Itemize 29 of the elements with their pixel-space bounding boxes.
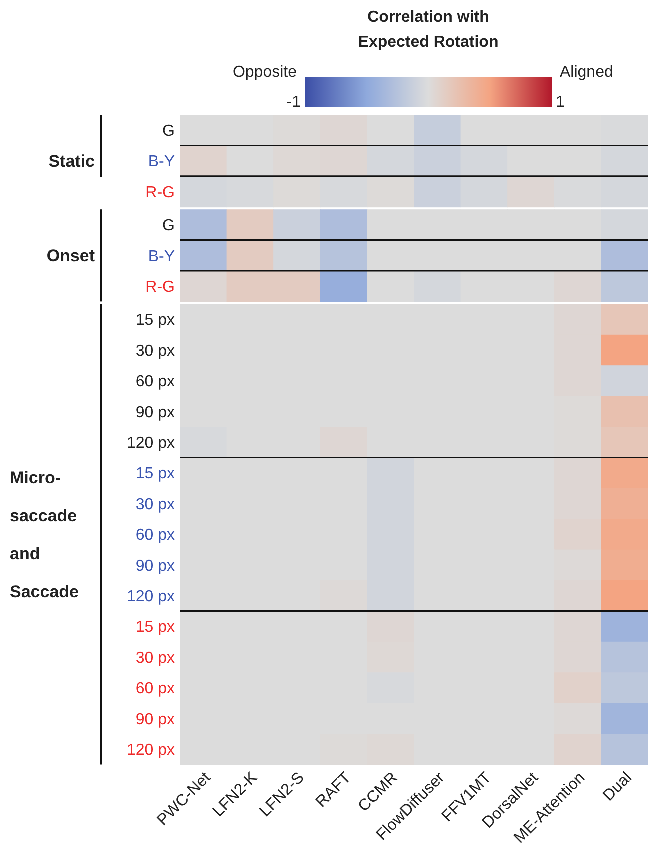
y-tick-label: B-Y bbox=[148, 248, 176, 266]
y-tick-label: 15 px bbox=[136, 619, 175, 636]
color-bar-title: Correlation with Expected Rotation bbox=[358, 9, 499, 51]
color-bar-label: -1 bbox=[286, 94, 302, 111]
y-tick-label: 30 px bbox=[136, 342, 175, 360]
y-tick-label: 60 px bbox=[136, 374, 175, 391]
color-bar-label: 1 bbox=[556, 94, 565, 111]
text: Aligned bbox=[560, 64, 614, 81]
y-tick-label: B-Y bbox=[148, 154, 176, 171]
y-tick-label: 15 px bbox=[136, 466, 175, 483]
y-tick-label: 90 px bbox=[136, 711, 175, 728]
y-tick-label: 90 px bbox=[136, 404, 175, 422]
text: Opposite bbox=[232, 64, 298, 81]
y-tick-label: 120 px bbox=[126, 434, 175, 452]
y-tick-label: 120 px bbox=[126, 742, 175, 759]
y-tick-label: 120 px bbox=[126, 588, 175, 606]
y-tick-label: G bbox=[162, 122, 175, 140]
y-tick-label: 30 px bbox=[136, 650, 175, 667]
y-tick-label: 60 px bbox=[136, 680, 175, 698]
y2-tick-label: Micro-saccade and Saccade bbox=[10, 468, 79, 602]
y-tick-label: R-G bbox=[146, 184, 175, 202]
y-tick-label: 15 px bbox=[136, 312, 175, 330]
y-tick-label: G bbox=[162, 218, 175, 235]
y-tick-label: R-G bbox=[146, 278, 175, 296]
y-tick-label: 60 px bbox=[136, 527, 175, 544]
y2-tick-label: Static bbox=[48, 152, 95, 171]
y-tick-label: 90 px bbox=[136, 558, 175, 575]
y-tick-label: 30 px bbox=[136, 496, 175, 514]
y2-tick-label: Onset bbox=[46, 246, 96, 266]
